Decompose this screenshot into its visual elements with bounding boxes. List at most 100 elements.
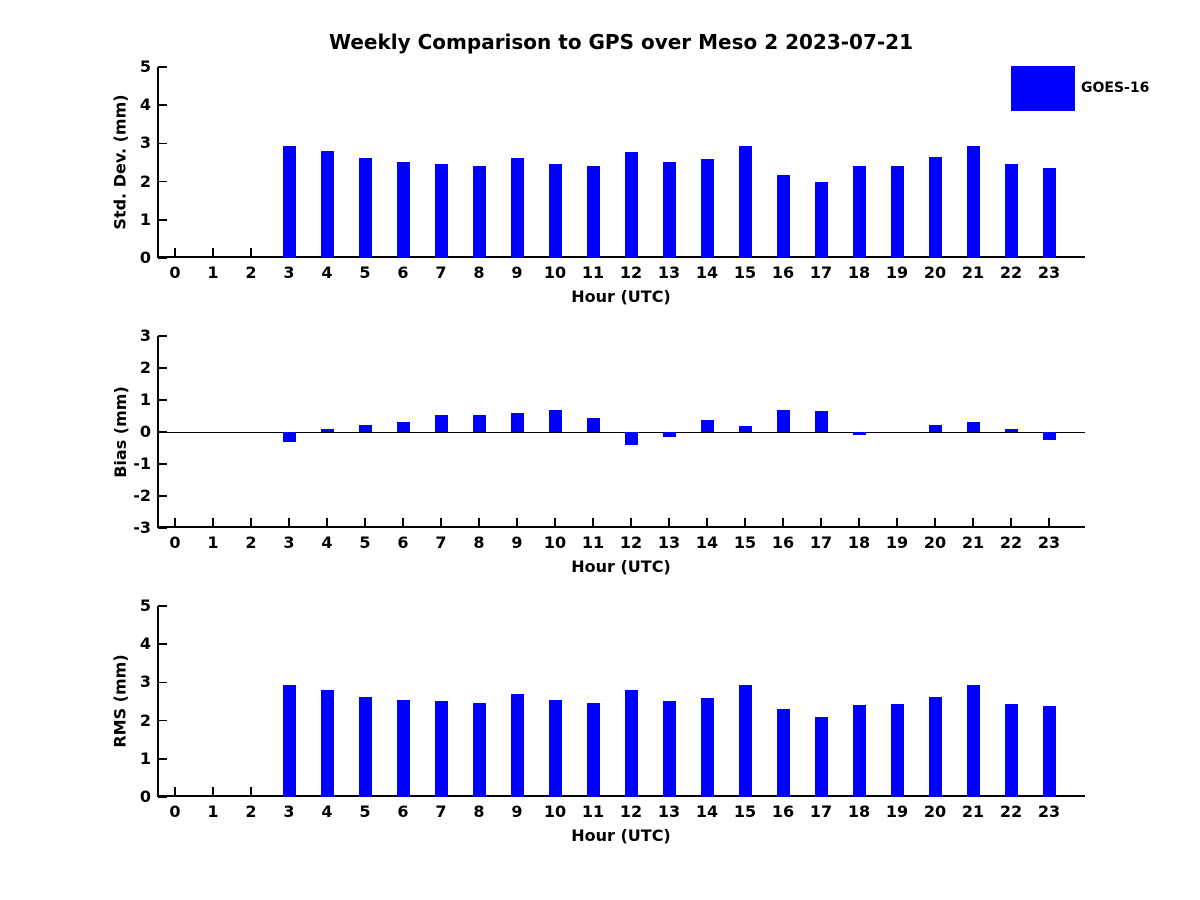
bias-bar-hour-20 <box>928 424 942 432</box>
stddev-plot-area: 0 1 2 3 4 5 0 1 2 3 4 5 6 7 8 9 10 11 12 13 14 15 16 17 18 19 20 21… <box>140 57 1085 282</box>
rms-bar-hour-21 <box>966 685 980 797</box>
rms-bar-hour-14 <box>700 697 714 797</box>
bias-x-tick-mark <box>630 518 632 527</box>
stddev-x-tick-label: 8 <box>473 263 485 282</box>
stddev-bar-hour-20 <box>928 157 942 258</box>
stddev-y-tick-label: 0 <box>139 248 151 267</box>
rms-x-tick-label: 13 <box>657 802 681 821</box>
stddev-bar-hour-23 <box>1042 167 1056 258</box>
bias-bar-hour-3 <box>282 432 296 442</box>
bias-x-tick-label: 5 <box>359 533 371 552</box>
rms-bar-hour-7 <box>434 700 448 797</box>
bias-x-tick-label: 6 <box>397 533 409 552</box>
stddev-bar-hour-4 <box>320 151 334 258</box>
rms-bar-hour-22 <box>1004 703 1018 797</box>
rms-bar-hour-4 <box>320 690 334 797</box>
bias-x-tick-label: 10 <box>543 533 567 552</box>
bias-x-tick-label: 20 <box>923 533 947 552</box>
bias-zero-line <box>157 431 1085 433</box>
bias-x-tick-label: 3 <box>283 533 295 552</box>
bias-bar-hour-13 <box>662 432 676 437</box>
bias-y-tick-mark <box>158 431 167 433</box>
stddev-x-tick-label: 18 <box>847 263 871 282</box>
stddev-bar-hour-18 <box>852 165 866 258</box>
legend-label: GOES-16 <box>1081 80 1150 96</box>
legend-swatch-goes16 <box>1011 66 1075 111</box>
rms-x-tick-label: 18 <box>847 802 871 821</box>
bias-x-tick-label: 16 <box>771 533 795 552</box>
rms-x-tick-label: 17 <box>809 802 833 821</box>
rms-y-tick-mark <box>158 758 167 760</box>
bias-x-tick-mark <box>440 518 442 527</box>
bias-x-tick-label: 19 <box>885 533 909 552</box>
bias-y-tick-label: 3 <box>139 326 151 345</box>
rms-x-tick-label: 21 <box>961 802 985 821</box>
bias-x-axis-label: Hour (UTC) <box>571 557 671 576</box>
bias-x-tick-mark <box>174 518 176 527</box>
bias-bar-hour-23 <box>1042 432 1056 441</box>
stddev-x-tick-label: 2 <box>245 263 257 282</box>
bias-bar-hour-18 <box>852 432 866 436</box>
bias-x-tick-mark <box>250 518 252 527</box>
stddev-y-tick-label: 1 <box>139 209 151 229</box>
stddev-y-tick-mark <box>158 257 167 259</box>
bias-x-tick-label: 8 <box>473 533 485 552</box>
bias-bar-hour-14 <box>700 420 714 432</box>
stddev-bar-hour-15 <box>738 146 752 258</box>
stddev-x-tick-label: 6 <box>397 263 409 282</box>
bias-x-tick-mark <box>858 518 860 527</box>
rms-bar-hour-9 <box>510 693 524 797</box>
stddev-x-tick-label: 16 <box>771 263 795 282</box>
rms-x-tick-label: 16 <box>771 802 795 821</box>
bias-y-tick-label: 1 <box>139 390 151 409</box>
bias-y-tick-mark <box>158 463 167 465</box>
rms-bar-hour-16 <box>776 709 790 797</box>
stddev-bar-hour-14 <box>700 159 714 258</box>
stddev-x-tick-mark <box>250 248 252 257</box>
stddev-y-tick-label: 3 <box>139 133 151 153</box>
rms-y-tick-label: 5 <box>139 596 151 615</box>
stddev-y-tick-label: 2 <box>139 171 151 191</box>
bias-x-tick-mark <box>744 518 746 527</box>
stddev-x-axis-spine <box>157 256 1085 258</box>
bias-y-tick-label: 2 <box>139 358 151 377</box>
bias-plot-area: 3 2 1 0 -1 -2 -3 0 1 2 3 4 5 6 7 8 9 10 11 12 13 14 15 16 17 18 19… <box>133 326 1085 552</box>
bias-x-tick-mark <box>972 518 974 527</box>
rms-x-tick-label: 22 <box>999 802 1023 821</box>
stddev-bar-hour-11 <box>586 165 600 258</box>
rms-x-axis-spine <box>157 795 1085 797</box>
stddev-x-tick-label: 11 <box>581 263 605 282</box>
stddev-bar-hour-16 <box>776 174 790 258</box>
stddev-bar-hour-13 <box>662 162 676 258</box>
stddev-x-tick-label: 13 <box>657 263 681 282</box>
stddev-x-tick-label: 12 <box>619 263 643 282</box>
rms-x-tick-label: 1 <box>207 802 219 821</box>
bias-x-tick-mark <box>326 518 328 527</box>
rms-x-tick-label: 23 <box>1037 802 1061 821</box>
rms-y-tick-mark <box>158 605 167 607</box>
rms-bar-hour-13 <box>662 701 676 797</box>
bias-x-tick-label: 17 <box>809 533 833 552</box>
rms-x-tick-label: 2 <box>245 802 257 821</box>
stddev-bar-hour-19 <box>890 165 904 258</box>
stddev-x-tick-label: 15 <box>733 263 757 282</box>
stddev-x-tick-label: 23 <box>1037 263 1061 282</box>
bias-y-tick-label: 0 <box>139 422 151 441</box>
bias-bar-hour-4 <box>320 428 334 432</box>
bias-x-tick-mark <box>402 518 404 527</box>
rms-y-tick-label: 2 <box>139 710 151 730</box>
rms-x-tick-label: 6 <box>397 802 409 821</box>
rms-x-tick-label: 10 <box>543 802 567 821</box>
bias-x-tick-mark <box>934 518 936 527</box>
rms-plot-area: 0 1 2 3 4 5 0 1 2 3 4 5 6 7 8 9 10 11 12 13 14 15 16 17 18 19 20 21… <box>140 596 1085 821</box>
bias-bar-hour-21 <box>966 422 980 432</box>
rms-x-tick-label: 4 <box>321 802 333 821</box>
rms-x-tick-label: 15 <box>733 802 757 821</box>
bias-y-axis-label: Bias (mm) <box>111 386 130 478</box>
rms-x-axis-label: Hour (UTC) <box>571 826 671 845</box>
bias-x-tick-label: 1 <box>207 533 219 552</box>
bias-y-tick-mark <box>158 399 167 401</box>
bias-x-tick-mark <box>1010 518 1012 527</box>
bias-x-tick-mark <box>820 518 822 527</box>
rms-x-tick-label: 8 <box>473 802 485 821</box>
